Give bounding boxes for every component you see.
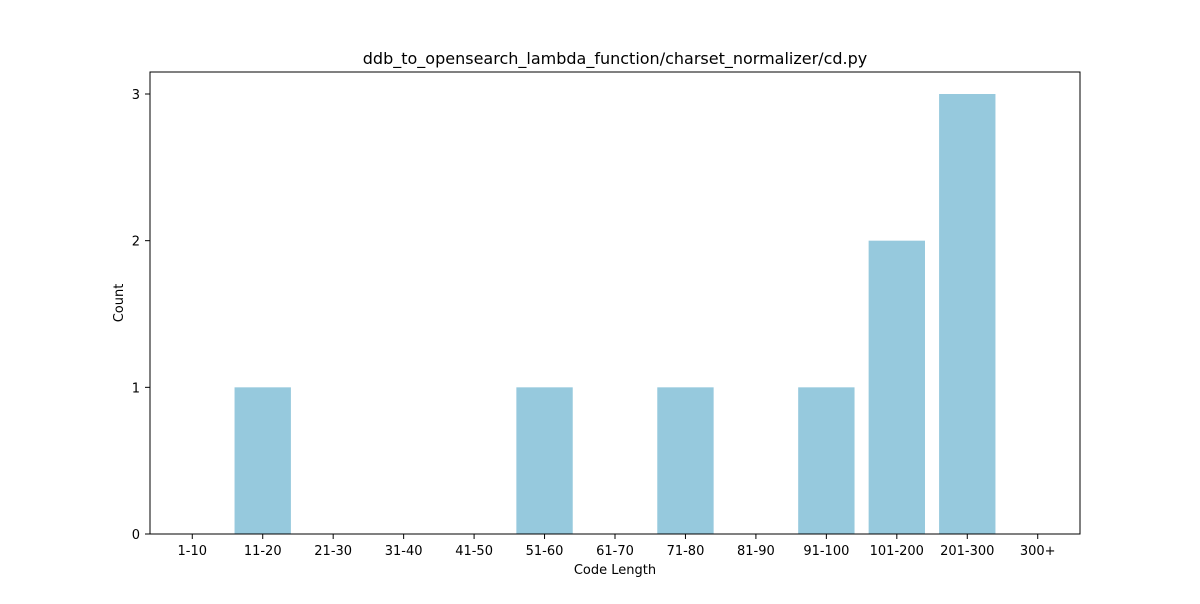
x-tick-label: 91-100 (803, 544, 849, 559)
x-tick-label: 31-40 (385, 544, 423, 559)
bar-71-80 (657, 387, 714, 534)
x-tick-label: 21-30 (314, 544, 352, 559)
x-tick-label: 201-300 (940, 544, 994, 559)
y-tick-label: 2 (132, 235, 140, 250)
x-tick-label: 11-20 (244, 544, 282, 559)
y-tick-label: 1 (132, 381, 140, 396)
y-axis-label: Count (112, 284, 127, 323)
x-tick-label: 101-200 (870, 544, 924, 559)
bar-91-100 (798, 387, 855, 534)
bar-11-20 (234, 387, 291, 534)
x-tick-label: 300+ (1020, 544, 1056, 559)
y-axis: 0 1 2 3 (132, 88, 150, 543)
x-axis-label: Code Length (574, 563, 656, 578)
y-tick-label: 0 (132, 528, 140, 543)
bars-layer (234, 94, 996, 534)
x-tick-label: 51-60 (526, 544, 564, 559)
x-tick-label: 71-80 (667, 544, 705, 559)
x-axis: 1-10 11-20 21-30 31-40 41-50 51-60 61-70 71-80 8… (178, 534, 1056, 559)
x-tick-label: 61-70 (596, 544, 634, 559)
y-tick-label: 3 (132, 88, 140, 103)
bar-201-300 (939, 94, 996, 534)
x-tick-label: 1-10 (178, 544, 208, 559)
chart-title: ddb_to_opensearch_lambda_function/charse… (363, 49, 867, 69)
x-tick-label: 81-90 (737, 544, 775, 559)
bar-101-200 (868, 240, 925, 534)
bar-51-60 (516, 387, 573, 534)
x-tick-label: 41-50 (455, 544, 493, 559)
